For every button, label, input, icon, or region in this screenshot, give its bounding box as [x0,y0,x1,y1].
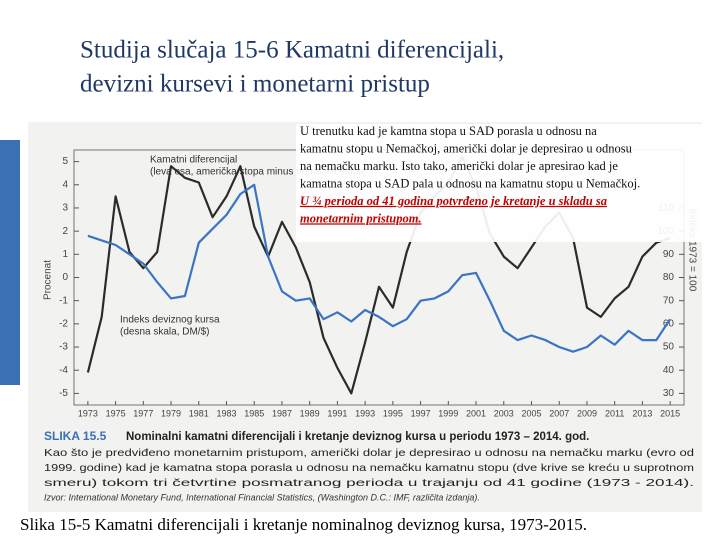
x-tick-label: 1981 [189,408,209,418]
slide-text: Studija slučaja 15-6 Kamatni diferencija… [20,37,712,534]
legend-label: (leva osa, američka stopa minus nemačka … [150,167,367,178]
x-tick-label: 1977 [133,408,153,418]
x-tick-label: 1995 [383,408,403,418]
side-bar [0,140,20,385]
y2-tick-label: 30 [663,388,675,399]
y2-tick-label: 40 [663,365,675,376]
note-box [296,124,712,242]
x-tick-label: 2007 [549,408,569,418]
x-tick-label: 1973 [78,408,98,418]
y-axis-label: Procenat [43,260,54,300]
x-tick-label: 1991 [327,408,347,418]
figure-text: Kao što je predviđeno monetarnim pristup… [44,447,694,459]
x-tick-label: 2001 [466,408,486,418]
x-tick-label: 2011 [605,408,624,418]
y-tick-label: 1 [62,249,68,260]
x-tick-label: 2005 [521,408,541,418]
legend-label: Kamatni diferencijal [150,155,237,166]
y-tick-label: 4 [62,179,68,190]
y2-tick-label: 80 [663,272,675,283]
x-tick-label: 2015 [660,408,680,418]
x-tick-label: 1997 [411,408,431,418]
y-tick-label: 3 [62,203,68,214]
figure-title: Nominalni kamatni diferencijali i kretan… [126,431,589,443]
x-tick-label: 2009 [577,408,597,418]
note-text: kamatna stopa u SAD pala u odnosu na kam… [300,176,640,190]
x-tick-label: 1979 [161,408,181,418]
x-tick-label: 2003 [494,408,514,418]
figure-text: 1999. godine) kad je kamatna stopa poras… [44,462,694,474]
y-tick-label: -1 [59,295,68,306]
x-tick-label: 1989 [300,408,320,418]
y-tick-label: -2 [59,319,68,330]
note-text: kamatnu stopu u Nemačkoj, američki dolar… [300,141,633,155]
y-tick-label: -3 [59,342,68,353]
figure-text: smeru) tokom tri četvrtine posmatranog p… [44,477,694,489]
x-tick-label: 1975 [106,408,126,418]
x-tick-label: 1999 [438,408,458,418]
x-tick-label: 1985 [244,408,264,418]
y-tick-label: -5 [59,388,68,399]
slide-title: devizni kursevi i monetarni pristup [80,71,430,98]
y2-axis-label: Indeks 1973 = 100 [686,209,697,292]
y-tick-label: 0 [62,272,68,283]
x-tick-label: 2013 [632,408,652,418]
figure-source: Izvor: International Monetary Fund, Inte… [44,492,480,502]
note-text: U trenutku kad je kamtna stopa u SAD por… [300,124,597,138]
legend-label: (desna skala, DM/$) [120,327,209,338]
y-tick-label: 2 [62,226,68,237]
y2-tick-label: 70 [663,295,675,306]
note-emphasis: U ¾ perioda od 41 godina potvrđeno je kr… [300,194,607,208]
y2-tick-label: 50 [663,342,675,353]
y2-tick-label: 90 [663,249,675,260]
figure-label: SLIKA 15.5 [44,429,107,443]
series-line [87,183,672,353]
chart: -5-4-3-2-1012345304050607080901001101973… [43,149,697,502]
legend-label: Indeks deviznog kursa [120,315,220,326]
y-tick-label: -4 [59,365,68,376]
x-tick-label: 1993 [355,408,375,418]
slide-caption: Slika 15-5 Kamatni diferencijali i kreta… [20,515,587,534]
y2-tick-label: 60 [663,319,675,330]
slide-title: Studija slučaja 15-6 Kamatni diferencija… [80,37,504,64]
note-text: na nemačku marku. Isto tako, američki do… [300,159,618,173]
x-tick-label: 1987 [272,408,292,418]
y-tick-label: 5 [62,156,68,167]
note-emphasis: monetarnim pristupom. [300,211,422,225]
x-tick-label: 1983 [216,408,236,418]
